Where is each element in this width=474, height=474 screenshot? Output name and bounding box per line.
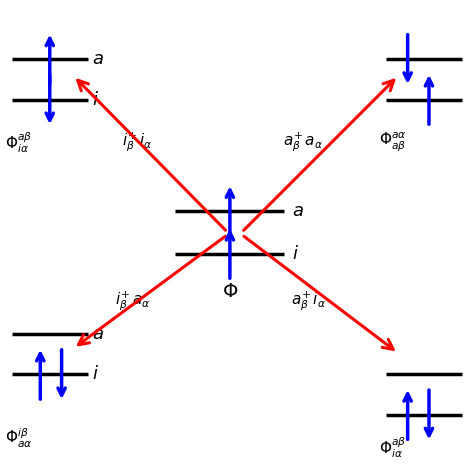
Text: $a$: $a$ — [92, 325, 104, 343]
Text: $a_{\beta}^{+}\, i_{\alpha}$: $a_{\beta}^{+}\, i_{\alpha}$ — [291, 289, 326, 313]
Text: $\Phi_{a\alpha}^{i\beta}$: $\Phi_{a\alpha}^{i\beta}$ — [5, 427, 32, 450]
Text: $\Phi_{i\alpha}^{a\beta}$: $\Phi_{i\alpha}^{a\beta}$ — [379, 435, 406, 460]
Text: $a_{\beta}^{+}\, a_{\alpha}$: $a_{\beta}^{+}\, a_{\alpha}$ — [283, 130, 323, 154]
Text: $a$: $a$ — [292, 202, 303, 220]
Text: $i_{\beta}^{+}\, a_{\alpha}$: $i_{\beta}^{+}\, a_{\alpha}$ — [115, 289, 150, 313]
Text: $i$: $i$ — [92, 91, 100, 109]
Text: $\Phi$: $\Phi$ — [222, 282, 238, 301]
Text: $i_{\beta}^{+}\, i_{\alpha}$: $i_{\beta}^{+}\, i_{\alpha}$ — [122, 130, 153, 154]
Text: $i$: $i$ — [92, 365, 100, 383]
Text: $i$: $i$ — [292, 245, 299, 263]
Text: $\Phi_{i\alpha}^{a\beta}$: $\Phi_{i\alpha}^{a\beta}$ — [5, 130, 32, 155]
Text: $a$: $a$ — [92, 50, 104, 68]
Text: $\Phi_{a\beta}^{a\alpha}$: $\Phi_{a\beta}^{a\alpha}$ — [379, 130, 407, 154]
